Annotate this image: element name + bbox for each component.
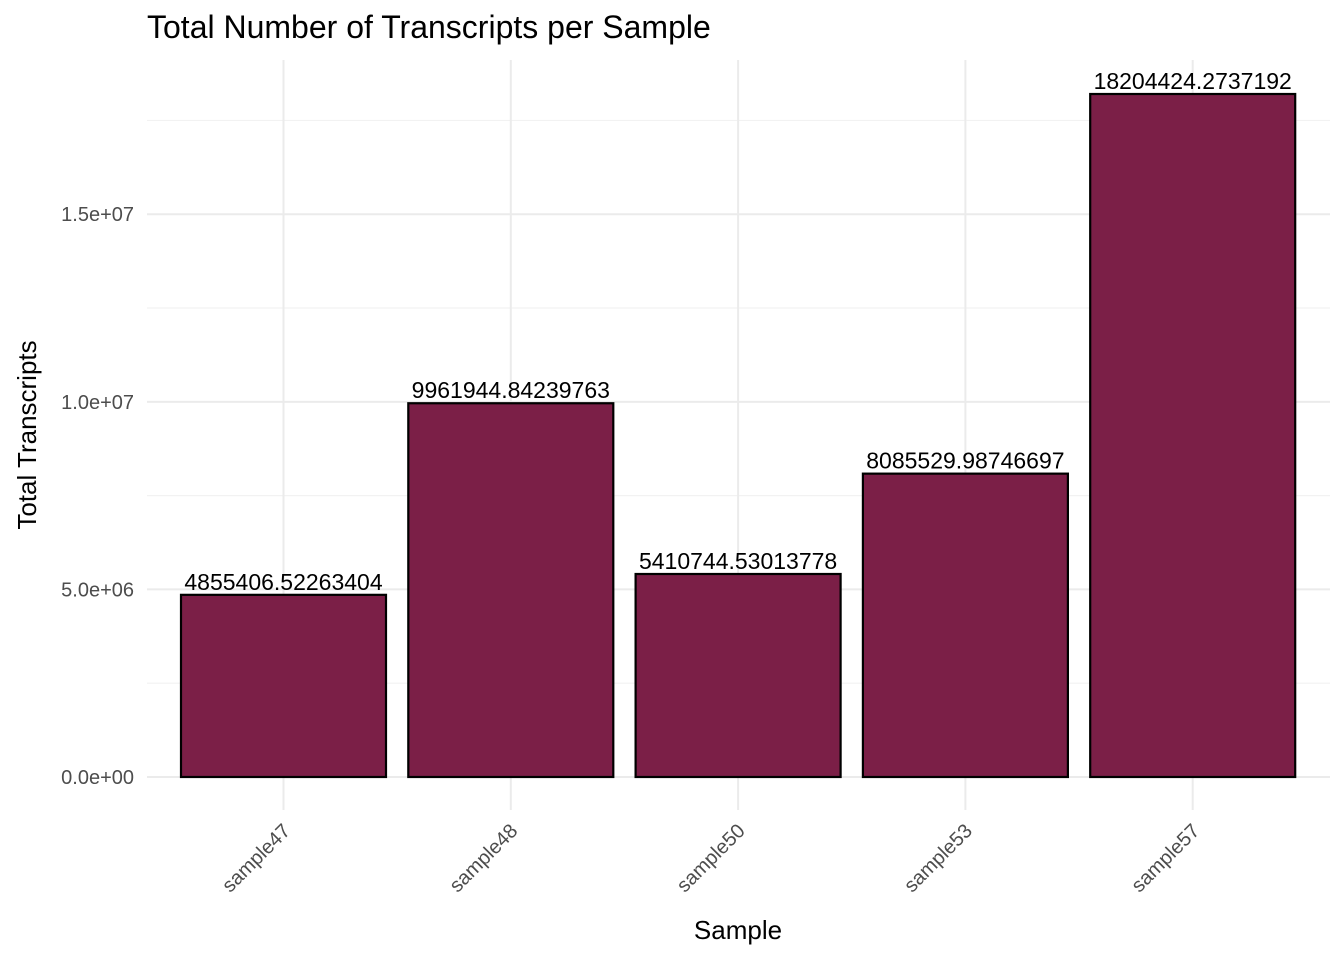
y-tick-label: 1.5e+07 [61,204,134,226]
x-tick-label: sample50 [673,820,750,897]
x-tick-label: sample53 [900,820,977,897]
bar-sample48 [407,402,615,779]
data-label: 5410744.53013778 [639,548,837,574]
y-axis: 0.0e+00 5.0e+06 1.0e+07 1.5e+07 [61,204,134,789]
bar-sample57 [1089,92,1297,779]
x-axis-title: Sample [694,915,782,945]
data-label: 8085529.98746697 [866,448,1064,474]
y-tick-label: 0.0e+00 [61,767,134,789]
x-axis: sample47 sample48 sample50 sample53 sample57 [218,820,1204,897]
y-axis-title: Total Transcripts [12,340,42,529]
x-tick-label: sample48 [445,820,522,897]
bar-sample53 [861,472,1070,779]
bar-sample50 [634,572,842,779]
y-tick-label: 5.0e+06 [61,579,134,601]
chart-title: Total Number of Transcripts per Sample [147,9,711,45]
data-labels: 4855406.52263404 9961944.84239763 5410744.… [184,68,1291,595]
y-tick-label: 1.0e+07 [61,392,134,414]
bars [179,92,1297,779]
bar-sample47 [179,593,388,779]
data-label: 9961944.84239763 [412,377,610,403]
data-label: 18204424.2737192 [1094,68,1292,94]
x-tick-label: sample47 [218,820,295,897]
data-label: 4855406.52263404 [184,569,382,595]
x-tick-label: sample57 [1127,820,1204,897]
